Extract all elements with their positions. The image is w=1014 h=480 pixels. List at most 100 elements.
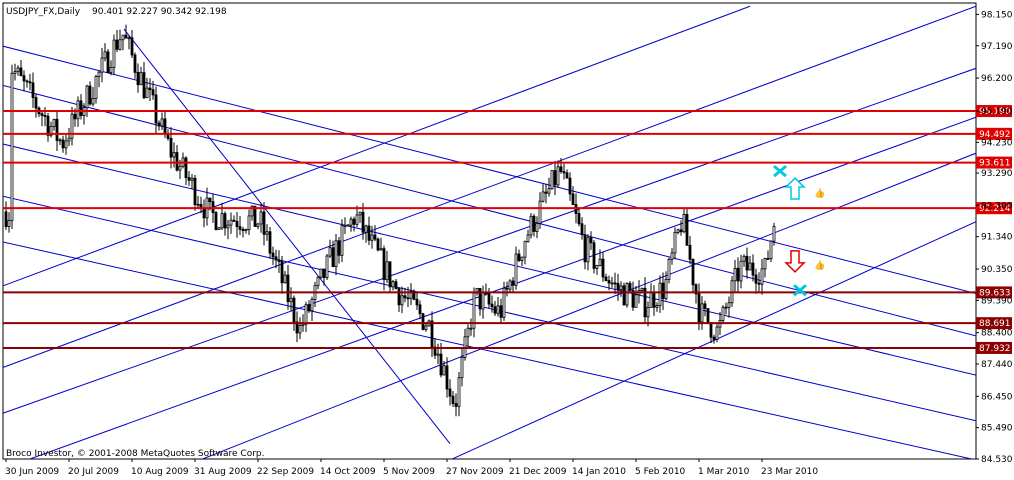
candle-body-29 [88,85,92,105]
candle-body-17 [52,118,56,127]
candle-body-148 [445,365,449,390]
candle-body-176 [529,215,533,236]
candle-body-71 [214,212,218,230]
time-tick-label-10: 14 Jan 2010 [572,467,626,477]
candle-body-147 [442,365,446,376]
candle-body-222 [667,259,671,280]
candle-body-207 [622,285,626,306]
candle-body-33 [100,57,104,73]
level-tag-5 [976,286,1012,299]
price-tick-label-7: 92.300 [981,201,1013,211]
candle-body-36 [109,66,113,74]
candle-body-77 [232,219,236,222]
candle-body-122 [367,225,371,241]
candle-body-24 [73,113,77,120]
price-tick-label-9: 90.350 [981,265,1013,275]
candle-body-137 [412,290,416,300]
thumbs-up-icon-2: 👍 [814,259,825,271]
candle-body-80 [241,228,245,231]
candle-body-242 [727,302,731,308]
candle-body-166 [499,305,503,318]
candle-body-120 [361,211,365,233]
candle-body-181 [544,191,548,194]
price-tick-label-5: 94.230 [981,138,1013,148]
ascending-channel-line-6 [450,221,976,459]
candle-body-156 [469,327,473,330]
candle-body-37 [112,39,116,68]
ascending-channel-line-3 [3,67,976,414]
candle-body-189 [568,177,572,195]
time-tick-label-3: 10 Aug 2009 [131,467,189,477]
candle-body-155 [466,327,470,338]
candle-body-28 [85,85,89,109]
level-lines: 95.190 94.492 93.611 92.214 89.633 88.691 87.9… [3,105,1012,354]
candle-body-198 [595,265,599,269]
candle-body-251 [754,274,758,284]
candle-body-8 [25,80,29,83]
candle-body-143 [430,320,434,348]
level-tag-1 [976,105,1012,118]
candle-body-107 [322,268,326,278]
candle-body-16 [49,126,53,136]
candle-body-42 [127,37,131,40]
descending-channel-line-3 [3,143,976,376]
candle-body-167 [502,287,506,318]
candle-body-256 [769,240,773,260]
candle-body-241 [724,306,728,309]
candle-body-113 [340,225,344,256]
candle-body-221 [664,279,668,300]
candle-body-45 [136,71,140,86]
candle-body-219 [658,282,662,307]
candle-body-19 [58,139,62,142]
candle-body-41 [124,34,128,39]
candle-body-49 [148,87,152,91]
candle-body-63 [190,177,194,181]
candle-body-190 [571,193,575,205]
candle-body-22 [67,137,71,142]
level-label-5: 89.633 [979,288,1011,298]
candle-body-130 [391,281,395,288]
time-tick-label-2: 20 Jul 2009 [68,467,119,477]
candle-body-26 [79,100,83,116]
candle-body-67 [202,207,206,219]
candle-body-3 [10,72,14,221]
candle-body-100 [301,323,305,326]
candle-body-201 [604,276,608,281]
candle-body-102 [307,304,311,312]
candle-body-183 [550,170,554,190]
candle-body-31 [94,76,98,99]
candle-body-134 [403,295,407,299]
time-tick-label-1: 30 Jun 2009 [5,467,59,477]
time-tick-label-12: 1 Mar 2010 [698,467,750,477]
level-tag-7 [976,341,1012,354]
candle-body-101 [304,304,308,325]
time-tick-label-9: 21 Dec 2009 [509,467,567,477]
candle-body-135 [406,297,410,300]
candle-body-151 [454,403,458,407]
price-tick-label-13: 86.450 [981,392,1013,402]
candle-body-32 [97,71,101,77]
candle-body-88 [265,231,269,235]
candle-body-97 [292,297,296,323]
candle-body-40 [121,34,125,41]
candle-body-56 [169,137,173,158]
descending-channel-line-2 [3,84,976,337]
candle-body-172 [517,253,521,261]
candle-body-199 [598,258,602,266]
candle-body-197 [592,242,596,269]
level-tag-2 [976,127,1012,140]
candle-body-96 [289,297,293,303]
candle-body-21 [64,140,68,149]
ascending-channel-line-1 [3,5,751,287]
candle-body-75 [226,224,230,229]
candle-body-163 [490,303,494,308]
candle-body-200 [601,258,605,278]
price-tick-label-11: 88.400 [981,329,1013,339]
cross-marker-icon-2 [793,284,807,297]
candle-body-146 [439,353,443,376]
candle-body-123 [370,234,374,241]
descending-channel-line-1 [3,45,976,294]
candle-body-20 [61,139,65,149]
price-tick-label-10: 89.390 [981,296,1013,306]
candle-body-64 [193,177,197,206]
